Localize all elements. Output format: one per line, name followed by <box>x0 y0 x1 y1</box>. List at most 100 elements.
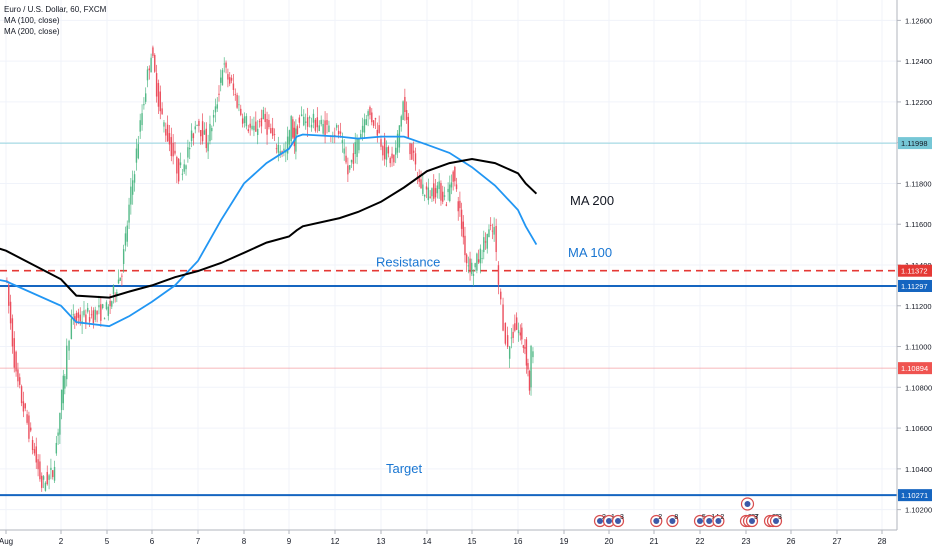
candle-body <box>152 47 154 56</box>
candle <box>207 134 209 159</box>
candle <box>389 156 391 168</box>
candle-body <box>130 186 132 205</box>
candle-body <box>372 120 375 126</box>
time-tick-label: 8 <box>242 537 247 546</box>
candle-body <box>367 111 369 117</box>
candle-body <box>247 129 249 132</box>
candle-body <box>524 347 526 349</box>
candle <box>391 146 393 167</box>
candle-body <box>393 154 395 163</box>
candle-body <box>385 147 388 160</box>
candle <box>469 251 471 281</box>
candle <box>68 339 70 361</box>
candle-body <box>293 127 296 147</box>
candle-body <box>414 153 417 165</box>
candle-body <box>212 114 215 118</box>
candle <box>141 104 143 131</box>
candle <box>230 74 233 84</box>
candle <box>66 338 68 387</box>
candle-body <box>102 304 104 309</box>
candle-body <box>105 302 108 310</box>
event-marker[interactable]: 5 <box>693 514 707 528</box>
candle-body <box>310 124 313 128</box>
candle-body <box>218 93 220 95</box>
candle-body <box>324 120 326 137</box>
candle <box>232 73 235 96</box>
candle-body <box>378 125 380 134</box>
event-marker[interactable]: 3 <box>745 514 759 528</box>
candle <box>422 174 424 196</box>
candle <box>190 123 193 148</box>
candle-body <box>273 134 276 135</box>
moving-averages <box>0 133 538 328</box>
candle <box>185 164 187 176</box>
candle <box>436 181 439 199</box>
candle-body <box>223 63 225 65</box>
price-tick-label: 1.12400 <box>905 57 932 66</box>
price-tick-label: 1.12200 <box>905 98 932 107</box>
candle <box>205 122 207 153</box>
event-marker[interactable]: 2 <box>712 514 725 528</box>
candle-body <box>83 310 85 316</box>
candle-body <box>37 459 39 470</box>
candle <box>308 115 311 128</box>
candle <box>455 177 458 192</box>
candle <box>114 292 116 303</box>
candle <box>292 116 294 140</box>
candle <box>519 324 521 341</box>
candle <box>44 481 47 492</box>
candle-body <box>464 235 466 256</box>
time-tick-label: 20 <box>605 537 614 546</box>
event-markers[interactable]: 2132851423273223 <box>593 497 783 528</box>
candle <box>476 252 478 274</box>
candle-body <box>460 209 463 229</box>
candle-body <box>400 116 402 127</box>
candle <box>530 344 532 396</box>
candle-body <box>15 351 17 372</box>
candle <box>33 442 36 456</box>
candle-body <box>512 331 514 338</box>
candle-body <box>72 314 74 316</box>
candle <box>339 122 342 138</box>
time-tick-label: 14 <box>423 537 432 546</box>
candle <box>465 253 468 272</box>
last-price-label-bg <box>898 362 932 375</box>
candle <box>137 135 140 160</box>
candle-body <box>194 126 196 130</box>
candle-body <box>192 133 195 139</box>
candle-body <box>380 139 382 147</box>
candle-body <box>253 125 255 131</box>
event-marker[interactable]: 3 <box>611 514 625 528</box>
candle-body <box>532 351 534 358</box>
candle <box>9 294 12 330</box>
candle <box>495 218 497 261</box>
time-tick-label: 13 <box>377 537 386 546</box>
event-marker[interactable]: 8 <box>666 514 679 528</box>
candle-body <box>205 128 207 149</box>
candle <box>241 113 244 128</box>
candle <box>418 169 420 187</box>
candle-body <box>472 274 475 276</box>
candle-body <box>55 442 58 454</box>
candle <box>472 269 475 286</box>
candle-body <box>481 258 483 260</box>
candle-body <box>318 125 320 132</box>
event-count: 1 <box>611 514 615 521</box>
candle <box>347 157 349 182</box>
candle-body <box>119 277 121 281</box>
candle-body <box>474 263 476 268</box>
candle <box>264 107 266 130</box>
candle <box>305 113 307 130</box>
event-marker[interactable]: 2 <box>650 514 663 528</box>
candle <box>59 412 61 444</box>
candle-body <box>396 133 399 153</box>
price-tick-label: 1.11000 <box>905 343 932 352</box>
candle-body <box>177 158 180 182</box>
candle <box>279 145 281 159</box>
candle-body <box>238 104 240 106</box>
candle <box>382 144 384 161</box>
ma100-label: MA 100 <box>568 245 612 260</box>
event-marker[interactable]: 3 <box>769 514 783 528</box>
time-tick-label: 16 <box>514 537 523 546</box>
